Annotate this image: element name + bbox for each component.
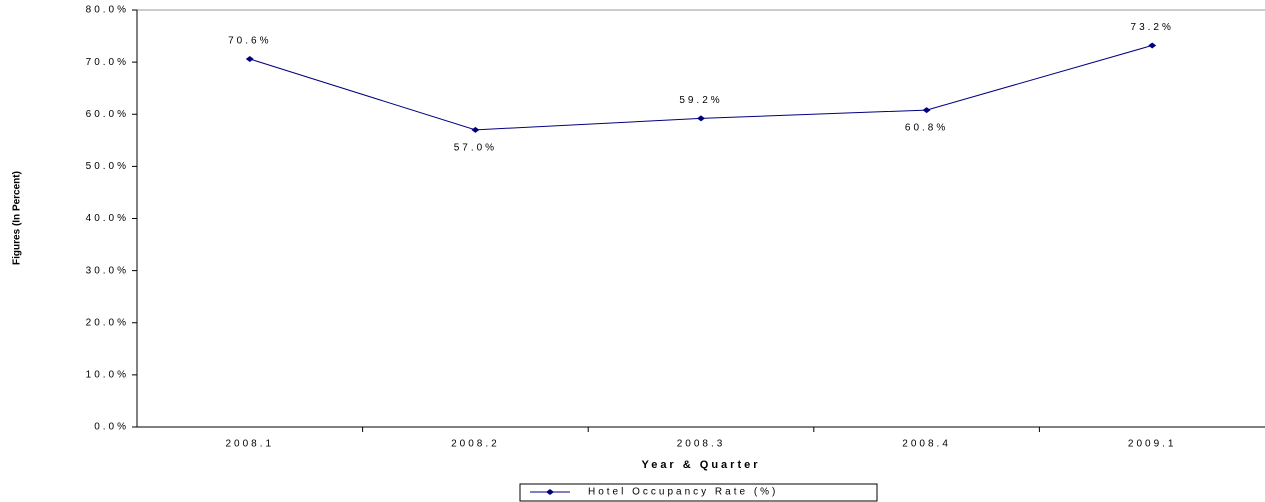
legend-box [519, 483, 878, 502]
data-label: 60.8% [905, 123, 948, 134]
x-tick-label: 2009.1 [1128, 439, 1177, 450]
y-tick-label: 20.0% [86, 317, 129, 328]
x-tick-label: 2008.3 [677, 439, 726, 450]
x-tick-label: 2008.1 [226, 439, 275, 450]
data-label: 57.0% [454, 143, 497, 154]
y-tick-label: 80.0% [86, 5, 129, 16]
data-point [245, 55, 254, 62]
y-tick-label: 60.0% [86, 109, 129, 120]
y-tick-label: 70.0% [86, 57, 129, 68]
data-label: 73.2% [1131, 22, 1174, 33]
y-tick-label: 40.0% [86, 213, 129, 224]
data-label: 70.6% [228, 36, 271, 47]
x-tick-label: 2008.4 [902, 439, 951, 450]
legend-label: Hotel Occupancy Rate (%) [588, 487, 778, 498]
y-axis-title: Figures (In Percent) [12, 171, 23, 265]
x-tick-label: 2008.2 [451, 439, 500, 450]
y-tick-label: 30.0% [86, 265, 129, 276]
data-point [471, 126, 480, 133]
data-point [697, 115, 705, 122]
data-point [1148, 42, 1157, 49]
data-point [922, 107, 931, 114]
y-tick-label: 50.0% [86, 161, 129, 172]
y-tick-label: 0.0% [94, 422, 129, 433]
data-label: 59.2% [679, 95, 722, 106]
legend-marker [546, 489, 554, 495]
x-axis-title: Year & Quarter [641, 459, 760, 471]
y-tick-label: 10.0% [86, 370, 129, 381]
